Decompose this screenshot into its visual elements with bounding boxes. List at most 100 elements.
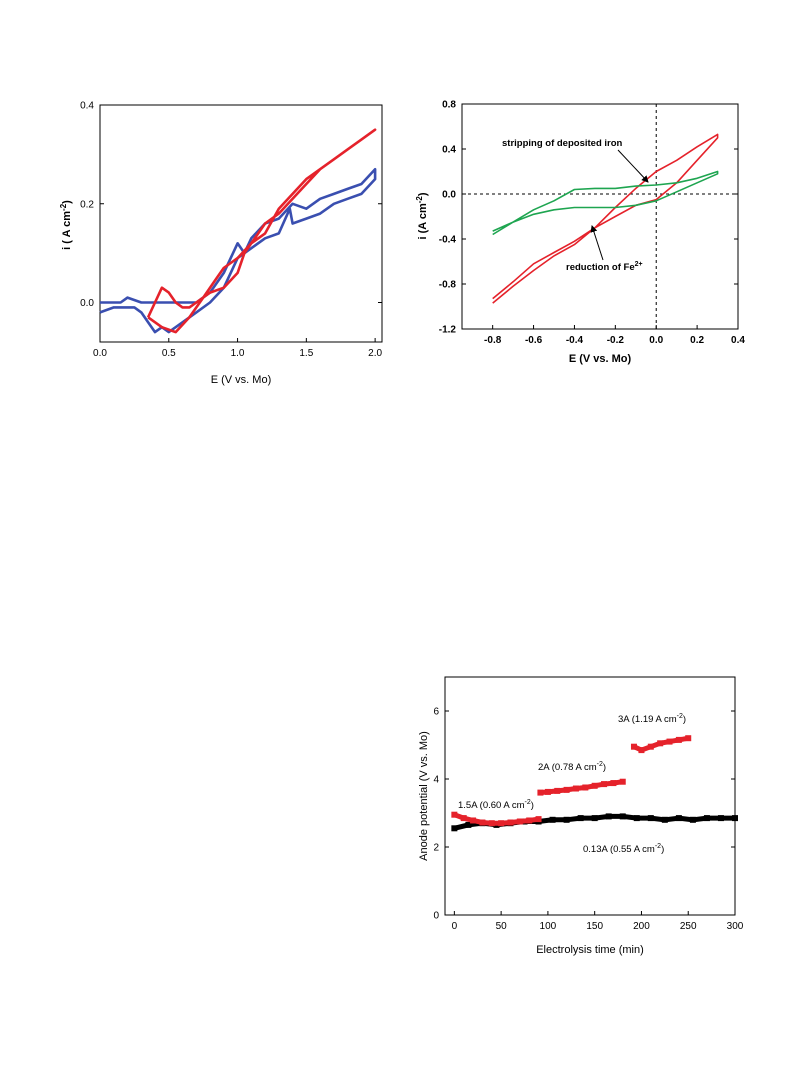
chart-3-series-1-point <box>465 821 472 828</box>
chart-2-reference-lines <box>462 104 738 329</box>
chart-3-series-1-point <box>451 825 458 832</box>
chart-3-y-ticks: 0 2 4 6 <box>433 707 735 922</box>
chart-3-plot-frame <box>444 676 736 916</box>
chart-3-series-3-point <box>572 785 579 792</box>
chart-1-x-label: E (V vs. Mo) <box>211 374 272 386</box>
chart-3-series-line-2 <box>453 812 539 826</box>
chart-3-series-4-point <box>675 736 682 743</box>
chart-3-series-1-point <box>605 813 612 820</box>
chart-3-y-tick-label: 0 <box>433 911 439 922</box>
chart-2-y-tick-label: -0.4 <box>439 235 457 246</box>
chart-3-series-2-point <box>479 819 486 826</box>
chart-2-plot-frame <box>461 103 739 330</box>
chart-1: 0.0 0.5 1.0 1.5 2.0 0.0 0.2 0.4 E (V vs. Mo) i… <box>59 101 383 387</box>
chart-3-x-tick-label: 250 <box>680 921 697 932</box>
chart-2-x-tick-label: -0.2 <box>607 335 625 346</box>
chart-1-y-label: i ( A cm-2) <box>59 200 73 250</box>
chart-2-series-line-1 <box>492 133 719 304</box>
chart-3-series-2-point <box>460 815 467 822</box>
chart-2-annotation-stripping: stripping of deposited iron <box>502 138 623 149</box>
chart-3-series-4-point <box>666 738 673 745</box>
chart-3-x-tick-label: 150 <box>586 921 603 932</box>
chart-3-series-1-point <box>633 815 640 822</box>
chart-3-x-tick-label: 50 <box>496 921 508 932</box>
chart-3-series-2-point <box>516 818 523 825</box>
chart-2-x-label: E (V vs. Mo) <box>569 353 632 365</box>
chart-3-series-1-point <box>732 815 738 822</box>
chart-3-x-tick-label: 300 <box>727 921 744 932</box>
chart-3-series <box>451 735 738 832</box>
chart-3-series-3-point <box>554 787 561 794</box>
chart-3-x-ticks: 0 50 100 150 200 250 300 <box>452 911 744 932</box>
chart-1-y-tick-label: 0.0 <box>80 298 94 309</box>
chart-2-series <box>492 133 719 304</box>
chart-2-annotation-arrow-stripping <box>617 149 649 183</box>
chart-2-series-line-2 <box>492 170 719 236</box>
chart-3-label-3A: 3A (1.19 A cm-2) <box>618 713 686 725</box>
chart-2-y-tick-label: -1.2 <box>439 325 457 336</box>
chart-3-series-1-point <box>717 815 724 822</box>
chart-3-series-1-point <box>703 815 710 822</box>
chart-2-y-label: i (A cm-2) <box>415 192 429 239</box>
chart-3-series-3-point <box>591 782 598 789</box>
chart-3-series-3-point <box>610 780 617 787</box>
chart-3-y-label: Anode potential (V vs. Mo) <box>418 731 430 861</box>
chart-2-x-tick-label: -0.8 <box>484 335 502 346</box>
chart-1-x-tick-label: 0.5 <box>162 348 176 359</box>
chart-3-series-2-point <box>470 817 477 824</box>
chart-3-label-1-5A: 1.5A (0.60 A cm-2) <box>458 799 534 811</box>
chart-1-x-tick-label: 1.5 <box>299 348 313 359</box>
chart-3-series-3-point <box>537 789 544 796</box>
chart-1-series-line-1 <box>99 167 377 334</box>
chart-3-series-4-point <box>657 740 664 747</box>
chart-3-series-1-point <box>689 816 696 823</box>
chart-2-x-tick-label: 0.2 <box>690 335 704 346</box>
chart-2-y-ticks: -1.2 -0.8 -0.4 0.0 0.4 0.8 <box>439 100 738 336</box>
chart-3-label-2A: 2A (0.78 A cm-2) <box>538 761 606 773</box>
chart-2-x-ticks: -0.8 -0.6 -0.4 -0.2 0.0 0.2 0.4 <box>484 325 745 346</box>
chart-2-annotation-reduction: reduction of Fe2+ <box>566 261 643 273</box>
chart-3-x-tick-label: 100 <box>540 921 557 932</box>
chart-3-series-1-point <box>591 815 598 822</box>
chart-3-x-label: Electrolysis time (min) <box>536 944 644 956</box>
chart-3-series-2-point <box>488 820 495 827</box>
chart-1-series <box>99 128 377 334</box>
chart-3-series-4-point <box>638 747 645 754</box>
chart-1-x-ticks: 0.0 0.5 1.0 1.5 2.0 <box>93 338 383 359</box>
chart-3-series-3-point <box>582 784 589 791</box>
chart-3: 0 50 100 150 200 250 300 0 2 4 6 1.5A (0.60 A cm-… <box>418 676 744 956</box>
chart-2-y-tick-label: 0.0 <box>442 190 456 201</box>
chart-3-series-3-point <box>563 786 570 793</box>
chart-2-annotation-arrow-reduction <box>590 225 604 261</box>
chart-3-series-2-point <box>507 819 514 826</box>
chart-3-series-4-point <box>630 743 637 750</box>
chart-2-x-tick-label: -0.4 <box>566 335 584 346</box>
chart-1-x-tick-label: 0.0 <box>93 348 107 359</box>
chart-3-series-1-point <box>577 815 584 822</box>
chart-2-y-tick-label: -0.8 <box>439 280 457 291</box>
chart-2-y-tick-label: 0.4 <box>442 145 456 156</box>
chart-3-y-tick-label: 6 <box>433 707 439 718</box>
chart-3-series-1-point <box>563 816 570 823</box>
chart-1-y-tick-label: 0.4 <box>80 101 94 112</box>
chart-2-y-tick-label: 0.8 <box>442 100 456 111</box>
chart-3-x-tick-label: 0 <box>452 921 458 932</box>
chart-3-series-3-point <box>544 788 551 795</box>
chart-3-series-1-point <box>661 816 668 823</box>
chart-3-series-2-point <box>451 811 458 818</box>
chart-3-series-4-point <box>647 743 654 750</box>
chart-1-y-tick-label: 0.2 <box>80 199 94 210</box>
chart-3-series-2-point <box>526 817 533 824</box>
chart-2-x-tick-label: 0.0 <box>649 335 663 346</box>
chart-3-series-2-point <box>498 820 505 827</box>
chart-3-series-1-point <box>647 815 654 822</box>
chart-3-y-tick-label: 4 <box>433 775 439 786</box>
chart-3-x-tick-label: 200 <box>633 921 650 932</box>
chart-1-x-tick-label: 2.0 <box>368 348 382 359</box>
chart-2-x-tick-label: 0.4 <box>731 335 745 346</box>
chart-3-series-1-point <box>619 813 626 820</box>
chart-3-series-line-3 <box>540 779 624 796</box>
chart-3-series-3-point <box>601 781 608 788</box>
chart-2: -0.8 -0.6 -0.4 -0.2 0.0 0.2 0.4 -1.2 -0.8 -0.4 0.… <box>415 100 745 366</box>
chart-3-label-0-13A: 0.13A (0.55 A cm-2) <box>583 843 664 855</box>
